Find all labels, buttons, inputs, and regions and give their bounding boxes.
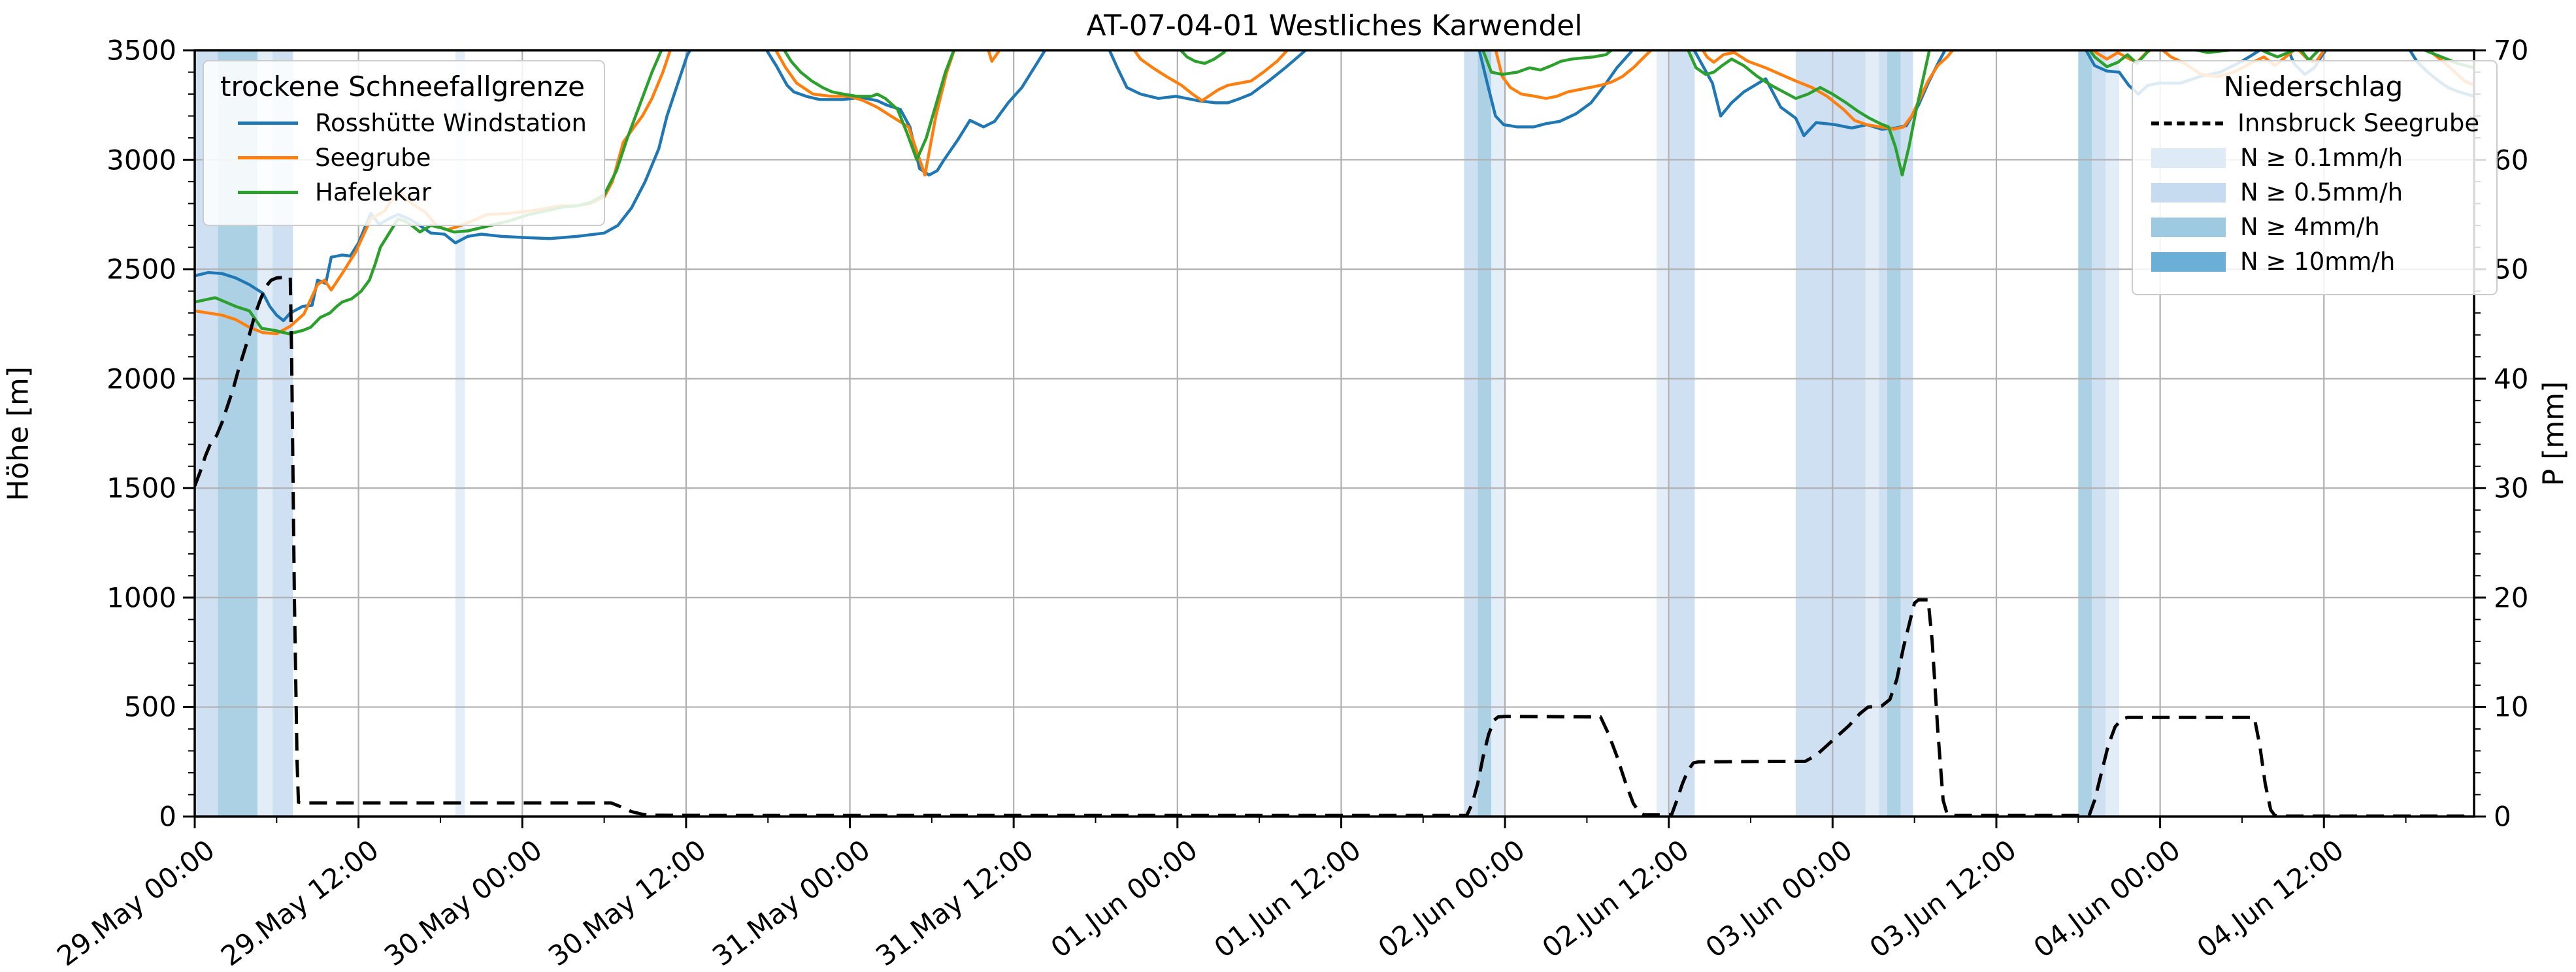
y-axis-label-left: Höhe [m] [1, 366, 35, 502]
precip-band-n0.5 [1795, 50, 1866, 817]
precip-band-n0.5 [1900, 50, 1913, 817]
y-tick-label-left: 1000 [107, 581, 176, 614]
legend-item-label: N ≥ 0.5mm/h [2240, 178, 2403, 206]
precip-band-n0.1 [1656, 50, 1670, 817]
legend-item-band-05: N ≥ 0.5mm/h [2147, 178, 2479, 206]
legend-item-rosshuette: Rosshütte Windstation [218, 109, 587, 137]
legend-precipitation: Niederschlag Innsbruck Seegrube N ≥ 0.1m… [2132, 60, 2498, 295]
precip-band-n0.5 [1464, 50, 1478, 817]
axes-spines [193, 49, 2475, 818]
y-tick-label-right: 20 [2494, 581, 2529, 614]
legend-snowfall-title: trockene Schneefallgrenze [220, 71, 585, 103]
band-4-swatch [2151, 217, 2226, 237]
y-tick-label-left: 1500 [107, 472, 176, 504]
legend-snowfall-limit: trockene Schneefallgrenze Rosshütte Wind… [203, 60, 605, 226]
legend-item-label: Innsbruck Seegrube [2237, 109, 2480, 137]
precip-band-n4 [1478, 50, 1492, 817]
seegrube-line-swatch [238, 156, 298, 159]
legend-item-band-01: N ≥ 0.1mm/h [2147, 144, 2479, 172]
series-line-innsbruck-seegrube [195, 275, 2474, 817]
precip-band-n0.5 [2092, 50, 2106, 817]
y-tick-label-right: 60 [2494, 144, 2529, 176]
legend-item-label: N ≥ 0.1mm/h [2240, 144, 2403, 172]
y-tick-label-right: 0 [2494, 800, 2511, 833]
precip-band-n4 [2078, 50, 2092, 817]
precip-band-n0.1 [2105, 50, 2119, 817]
band-01-swatch [2151, 148, 2226, 168]
legend-item-seegrube: Seegrube [218, 144, 587, 172]
y-tick-label-right: 40 [2494, 363, 2529, 395]
precip-band-n4 [1887, 50, 1901, 817]
legend-item-label: Rosshütte Windstation [315, 109, 587, 137]
legend-precipitation-title: Niederschlag [2223, 71, 2403, 103]
legend-item-label: Seegrube [315, 144, 431, 172]
precip-band-n0.5 [1879, 50, 1887, 817]
precip-band-n0.1 [1491, 50, 1506, 817]
y-axis-label-right: P [mm] [2537, 381, 2571, 487]
legend-item-band-4: N ≥ 4mm/h [2147, 213, 2479, 241]
series-line-rossh-tte-windstation [195, 50, 2474, 323]
precip-dashed-line-swatch [2151, 121, 2223, 125]
legend-item-label: Hafelekar [315, 178, 431, 206]
band-05-swatch [2151, 182, 2226, 202]
y-tick-label-right: 50 [2494, 253, 2529, 285]
y-tick-label-left: 500 [124, 690, 176, 723]
chart-title: AT-07-04-01 Westliches Karwendel [1086, 9, 1583, 42]
series-line-hafelekar [195, 50, 2474, 336]
y-tick-label-right: 30 [2494, 472, 2529, 504]
hafelekar-line-swatch [238, 191, 298, 194]
y-tick-label-left: 3000 [107, 144, 176, 176]
y-tick-label-left: 3500 [107, 34, 176, 67]
legend-item-innsbruck-seegrube: Innsbruck Seegrube [2147, 109, 2479, 137]
legend-item-hafelekar: Hafelekar [218, 178, 587, 206]
y-tick-label-left: 2500 [107, 253, 176, 285]
precip-band-n0.1 [257, 50, 273, 817]
precip-band-n0.1 [1865, 50, 1879, 817]
y-tick-label-left: 2000 [107, 363, 176, 395]
y-tick-label-left: 0 [159, 800, 176, 833]
y-tick-label-right: 10 [2494, 690, 2529, 723]
precip-band-n0.5 [1670, 50, 1695, 817]
band-10-swatch [2151, 251, 2226, 272]
legend-item-label: N ≥ 4mm/h [2240, 213, 2380, 241]
legend-item-band-10: N ≥ 10mm/h [2147, 248, 2479, 276]
y-tick-label-right: 70 [2494, 34, 2529, 67]
rosshuette-line-swatch [238, 122, 298, 125]
legend-item-label: N ≥ 10mm/h [2240, 248, 2396, 276]
